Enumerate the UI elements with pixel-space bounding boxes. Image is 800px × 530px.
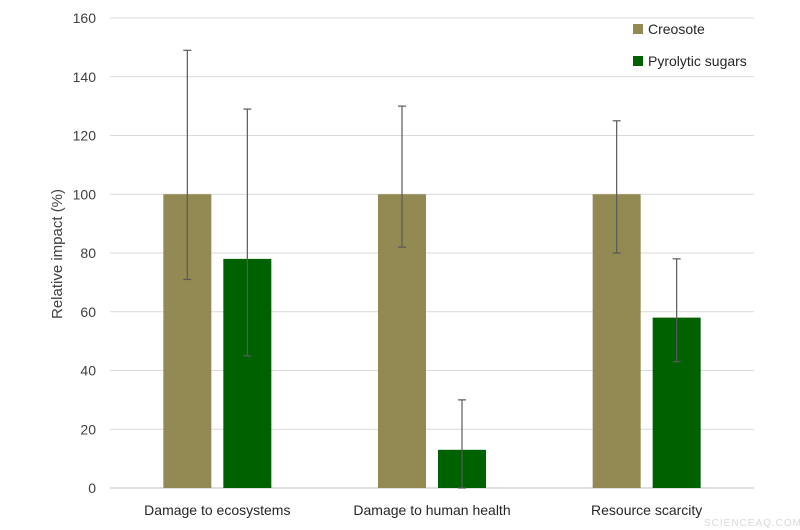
bars: [163, 194, 701, 488]
y-tick-label: 40: [80, 363, 96, 379]
legend-label: Pyrolytic sugars: [648, 53, 747, 69]
legend-label: Creosote: [648, 21, 705, 37]
y-tick-label: 100: [73, 186, 97, 202]
y-tick-label: 80: [80, 245, 96, 261]
gridlines: [110, 17, 754, 489]
x-category-label: Resource scarcity: [591, 502, 702, 518]
legend: Creosote Pyrolytic sugars: [633, 21, 747, 69]
legend-swatch: [633, 56, 643, 66]
y-tick-label: 0: [88, 480, 96, 496]
x-category-label: Damage to ecosystems: [144, 502, 290, 518]
y-axis-title: Relative impact (%): [49, 189, 66, 319]
y-tick-label: 60: [80, 304, 96, 320]
x-category-label: Damage to human health: [353, 502, 510, 518]
y-tick-label: 20: [80, 421, 96, 437]
y-axis-ticks: 0 20 40 60 80 100 120 140 160: [73, 10, 97, 496]
watermark: SCIENCEAQ.COM: [704, 518, 800, 529]
error-bars: [183, 49, 681, 489]
x-axis-labels: Damage to ecosystems Damage to human heal…: [144, 502, 702, 518]
y-tick-label: 160: [73, 10, 97, 26]
y-tick-label: 140: [73, 69, 97, 85]
legend-swatch: [633, 24, 643, 34]
y-tick-label: 120: [73, 128, 97, 144]
